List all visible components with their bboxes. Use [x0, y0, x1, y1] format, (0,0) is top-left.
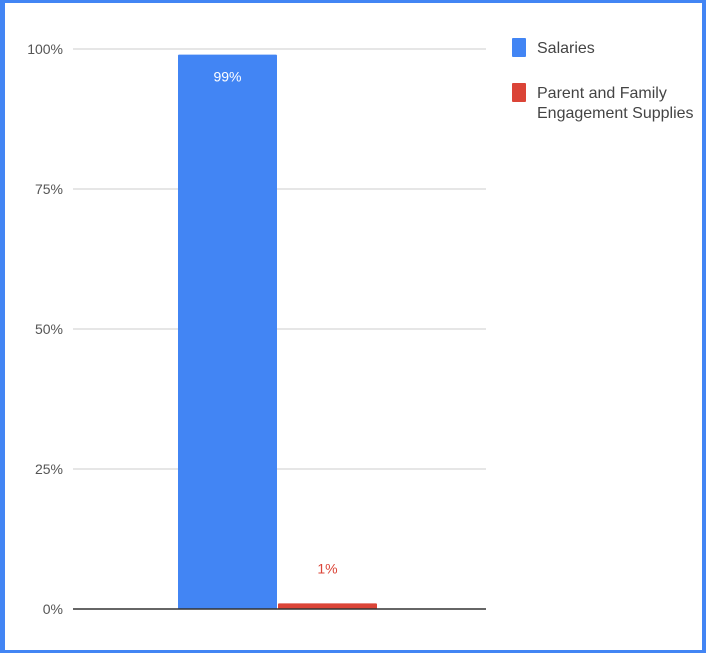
y-axis: 0% 25% 50% 75% 100%	[27, 41, 63, 617]
bar	[178, 54, 277, 610]
bars: 99% 1%	[178, 54, 377, 610]
bar-data-label: 1%	[317, 560, 337, 576]
legend-label: Engagement Supplies	[537, 105, 694, 122]
y-tick-label: 25%	[35, 461, 63, 477]
y-tick-label: 0%	[43, 601, 63, 617]
bar-chart: 0% 25% 50% 75% 100% 99% 1% Salaries Parent and…	[27, 38, 694, 617]
y-tick-label: 50%	[35, 321, 63, 337]
gridlines	[73, 48, 486, 470]
legend: Salaries Parent and Family Engagement Supp…	[512, 38, 694, 122]
legend-swatch	[512, 38, 526, 57]
bar-data-label: 99%	[213, 69, 241, 85]
legend-label: Salaries	[537, 40, 595, 57]
y-tick-label: 100%	[27, 41, 63, 57]
bar	[278, 603, 377, 609]
chart-panel: 0% 25% 50% 75% 100% 99% 1% Salaries Parent and…	[5, 3, 702, 650]
legend-label: Parent and Family	[537, 85, 667, 102]
legend-swatch	[512, 83, 526, 102]
y-tick-label: 75%	[35, 181, 63, 197]
